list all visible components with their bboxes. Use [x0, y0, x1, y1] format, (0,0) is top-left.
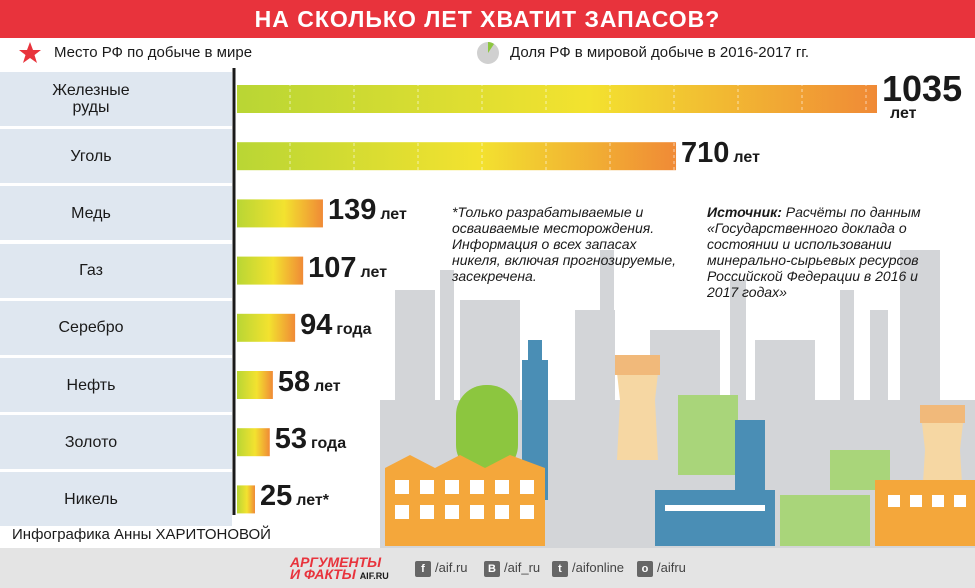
social-handle: /aif_ru	[504, 560, 541, 575]
category-label: Нефть	[66, 376, 116, 394]
value-label: 53 года	[275, 423, 346, 456]
logo-line1: АРГУМЕНТЫ	[290, 554, 382, 570]
value-unit: лет	[380, 206, 407, 224]
bar	[237, 485, 255, 514]
category-row-bg	[0, 129, 232, 184]
value-number: 94	[300, 308, 333, 341]
value-unit: лет*	[296, 492, 329, 510]
category-label: Серебро	[58, 319, 124, 337]
logo-small: AIF.RU	[359, 571, 389, 581]
share-pie-icon	[477, 42, 499, 64]
odnoklassniki-icon: o	[637, 561, 653, 577]
value-number: 1035	[882, 68, 963, 109]
legend: Место РФ по добыче в мире Доля РФ в миро…	[0, 38, 975, 68]
vk-icon: B	[484, 561, 500, 577]
value-label: 58 лет	[278, 366, 341, 399]
value-unit: лет	[314, 378, 341, 395]
value-number: 710	[681, 137, 730, 170]
source-label: Источник:	[707, 204, 782, 220]
category-row-bg	[0, 300, 232, 355]
social-handle: /aifru	[657, 560, 686, 575]
category-row-bg	[0, 415, 232, 470]
social-odnoklassniki[interactable]: o/aifru	[637, 560, 686, 577]
logo-line2: И ФАКТЫ	[290, 566, 356, 582]
category-label: Золото	[64, 433, 118, 451]
bar	[237, 313, 296, 342]
category-label: Медь	[71, 204, 111, 222]
bar	[237, 199, 323, 228]
value-number: 53	[274, 423, 308, 456]
category-label: Никель	[64, 490, 118, 508]
category-row-bg	[0, 358, 232, 412]
category-label: Уголь	[70, 147, 112, 165]
value-unit: года	[336, 320, 372, 338]
author-credit: Инфографика Анны ХАРИТОНОВОЙ	[12, 526, 271, 543]
page-title: НА СКОЛЬКО ЛЕТ ХВАТИТ ЗАПАСОВ?	[0, 0, 975, 38]
facebook-icon: f	[415, 561, 431, 577]
value-label: 710 лет	[681, 137, 760, 170]
bar	[237, 371, 273, 399]
value-label: 25 лет*	[260, 480, 329, 513]
value-number: 107	[308, 251, 357, 284]
value-unit: лет	[360, 263, 388, 281]
bar	[237, 256, 304, 285]
social-handle: /aifonline	[572, 560, 625, 575]
category-row-bg	[0, 243, 232, 298]
value-label: 1035 лет	[882, 68, 963, 123]
legend-rank-label: Место РФ по добыче в мире	[54, 44, 253, 61]
value-number: 25	[260, 480, 293, 513]
value-number: 58	[277, 366, 311, 398]
rank-star-icon	[19, 42, 41, 63]
footnote: *Только разрабатываемые и осваиваемые ме…	[452, 204, 677, 284]
twitter-icon: t	[552, 561, 568, 577]
bar	[237, 142, 677, 171]
industrial-city-illustration	[380, 250, 975, 548]
category-row-bg	[0, 472, 232, 527]
source-note: Источник: Расчёты по данным «Государстве…	[707, 204, 947, 300]
category-label: Газ	[79, 262, 103, 280]
value-unit: лет	[733, 149, 760, 167]
value-label: 107 лет	[308, 252, 387, 285]
social-handle: /aif.ru	[435, 560, 468, 575]
value-unit: лет	[890, 105, 917, 122]
social-twitter[interactable]: t/aifonline	[552, 560, 624, 577]
category-row-bg	[0, 186, 232, 241]
legend-share-label: Доля РФ в мировой добыче в 2016-2017 гг.	[510, 44, 810, 61]
source-text: Расчёты по данным «Государственного докл…	[707, 204, 921, 300]
category-row-bg	[0, 72, 232, 126]
bar	[237, 428, 270, 457]
bar	[237, 85, 877, 113]
value-label: 139 лет	[328, 194, 407, 227]
footer: АРГУМЕНТЫ И ФАКТЫ AIF.RU f/aif.ru B/aif_…	[0, 548, 975, 588]
social-facebook[interactable]: f/aif.ru	[415, 560, 468, 577]
category-label: Железные руды	[52, 82, 130, 116]
value-unit: года	[311, 435, 347, 453]
social-vk[interactable]: B/aif_ru	[484, 560, 540, 577]
aif-logo: АРГУМЕНТЫ И ФАКТЫ AIF.RU	[290, 554, 389, 582]
value-label: 94 года	[300, 309, 371, 342]
value-number: 139	[327, 194, 377, 227]
